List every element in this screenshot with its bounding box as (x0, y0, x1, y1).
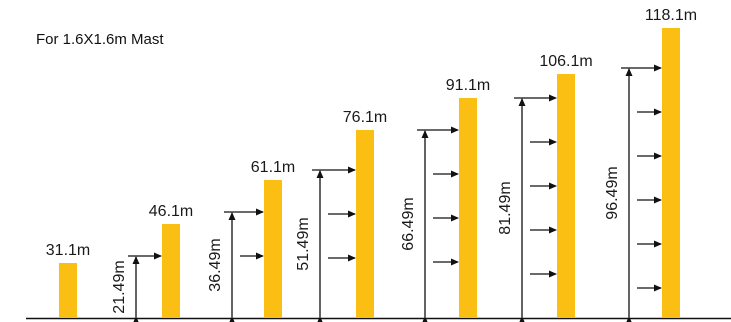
dimension-label: 51.49m (295, 217, 312, 270)
mast-bar (162, 224, 180, 318)
mast-height-label: 46.1m (149, 203, 193, 220)
diagram-caption: For 1.6X1.6m Mast (36, 31, 164, 48)
dimension-label: 36.49m (207, 238, 224, 291)
mast-bar (356, 130, 374, 318)
mast-height-label: 106.1m (539, 53, 592, 70)
mast-bar (662, 28, 680, 318)
dimension-label: 21.49m (111, 260, 128, 313)
dimension-label: 66.49m (400, 197, 417, 250)
mast-height-label: 31.1m (46, 242, 90, 259)
mast-bar (59, 263, 77, 318)
mast-bar (264, 180, 282, 318)
mast-height-label: 118.1m (645, 7, 697, 24)
mast-group: 31.1m 46.1m 21.49m 61.1m 36.49m 76.1m 51.49m 91… (46, 7, 697, 322)
dimension-label: 81.49m (497, 181, 514, 234)
dimension-label: 96.49m (604, 166, 621, 219)
mast-height-label: 76.1m (343, 109, 387, 126)
mast-height-label: 91.1m (446, 77, 490, 94)
mast-height-label: 61.1m (251, 159, 295, 176)
mast-bar (459, 98, 477, 318)
mast-bar (557, 74, 575, 318)
